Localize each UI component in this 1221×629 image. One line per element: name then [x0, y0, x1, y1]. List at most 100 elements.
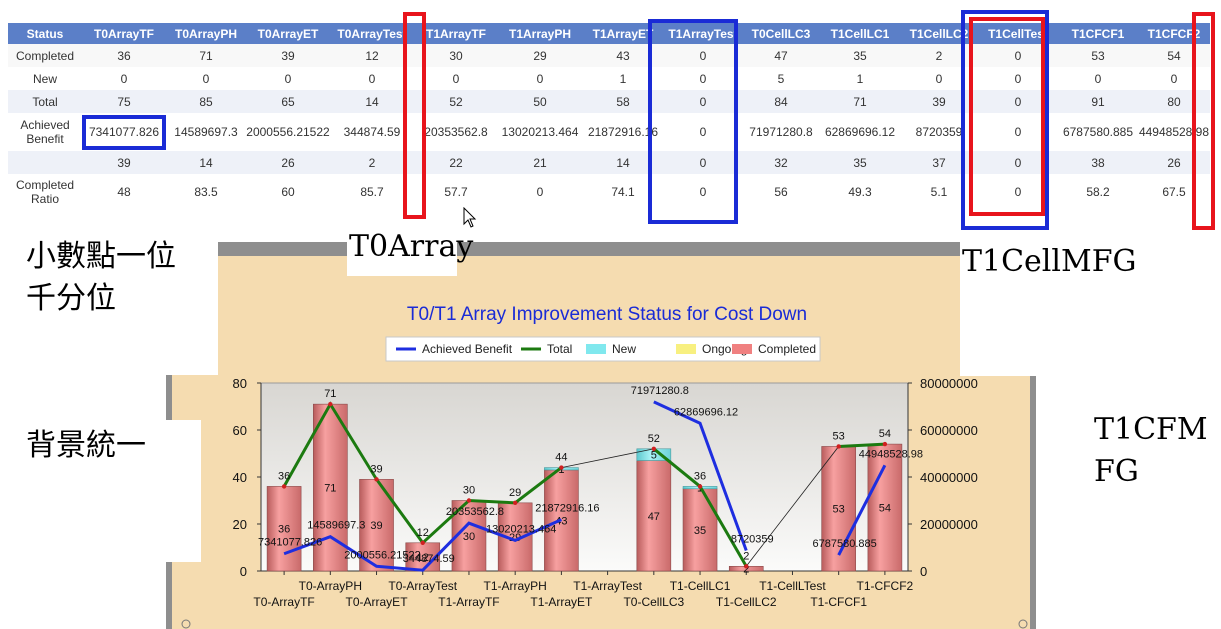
total-point — [374, 477, 379, 482]
total-point — [328, 401, 333, 407]
y-tick-label-left: 0 — [240, 564, 247, 579]
table-cell: 65 — [246, 90, 330, 113]
total-point-label: 54 — [879, 428, 891, 440]
row-label: Completed Ratio — [8, 174, 82, 210]
table-cell: 0 — [498, 174, 582, 210]
total-line — [838, 442, 885, 448]
y-tick-label-right: 0 — [920, 564, 927, 579]
table-cell: 22 — [414, 151, 498, 174]
total-point — [281, 484, 287, 489]
table-row: New 0 0 0 0 0 0 1 0 5 1 0 0 0 0 — [8, 67, 1210, 90]
total-point-label: 39 — [370, 463, 382, 475]
table-cell: 75 — [82, 90, 166, 113]
completed-bar-label: 54 — [879, 503, 891, 515]
table-cell: 0 — [978, 44, 1058, 67]
table-cell: 37 — [900, 151, 978, 174]
x-tick-label: T1-CFCF2 — [857, 579, 914, 593]
total-point — [512, 500, 518, 506]
header-t1arraytf: T1ArrayTF — [414, 23, 498, 44]
table-cell: 0 — [978, 90, 1058, 113]
table-cell: 74.1 — [582, 174, 664, 210]
chart-frame-top — [212, 242, 990, 256]
header-t1celltest: T1CellTest — [978, 23, 1058, 44]
table-cell: 20353562.8 — [414, 113, 498, 151]
completed-bar-label: 47 — [648, 511, 660, 523]
table-cell: 0 — [900, 67, 978, 90]
completed-bar — [821, 446, 856, 572]
benefit-line — [283, 518, 563, 572]
table-cell: 2000556.21522 — [246, 113, 330, 151]
table-cell: 84 — [742, 90, 820, 113]
total-point — [420, 540, 425, 545]
x-tick-label: T1-CellLTest — [759, 579, 826, 593]
y-tick-label-right: 20000000 — [920, 517, 978, 532]
table-cell: 58.2 — [1058, 174, 1138, 210]
x-tick-label: T1-CellLC2 — [716, 595, 777, 609]
table-cell: 0 — [166, 67, 246, 90]
table-cell: 0 — [498, 67, 582, 90]
table-cell: 5.1 — [900, 174, 978, 210]
table-cell: 38 — [1058, 151, 1138, 174]
table-cell: 29 — [498, 44, 582, 67]
table-cell: 54 — [1138, 44, 1210, 67]
note-background: 背景統一 — [22, 420, 201, 562]
total-point-label: 29 — [509, 487, 521, 499]
table-cell: 1 — [820, 67, 900, 90]
legend-item: Completed — [758, 342, 816, 356]
table-cell: 21872916.16 — [582, 113, 664, 151]
completed-bar-label: 29 — [509, 532, 521, 544]
table-cell: 57.7 — [414, 174, 498, 210]
table-cell: 344874.59 — [330, 113, 414, 151]
y-tick-label-left: 60 — [233, 423, 247, 438]
x-tick-label: T0-ArrayPH — [299, 579, 362, 593]
header-t0arrayet: T0ArrayET — [246, 23, 330, 44]
benefit-point-label: 8720359 — [731, 534, 774, 546]
y-tick-label-right: 60000000 — [920, 423, 978, 438]
table-cell: 26 — [246, 151, 330, 174]
table-cell: 0 — [978, 113, 1058, 151]
x-tick-label: T0-CellLC3 — [623, 595, 684, 609]
legend-swatch — [732, 344, 752, 354]
mouse-cursor-icon — [463, 207, 477, 228]
table-cell: 50 — [498, 90, 582, 113]
table-cell: 35 — [820, 44, 900, 67]
x-tick-label: T1-ArrayTest — [573, 579, 642, 593]
total-point-label: 30 — [463, 485, 475, 497]
table-cell: 47 — [742, 44, 820, 67]
total-point — [466, 498, 472, 503]
row-label: Total — [8, 90, 82, 113]
table-cell: 83.5 — [166, 174, 246, 210]
x-tick-label: T0-ArrayET — [346, 595, 409, 609]
benefit-point-label: 71971280.8 — [631, 385, 689, 397]
table-cell: 13020213.464 — [498, 113, 582, 151]
table-cell: 0 — [664, 67, 742, 90]
table-cell: 49.3 — [820, 174, 900, 210]
table-cell: 71 — [166, 44, 246, 67]
legend-item: Achieved Benefit — [422, 342, 513, 356]
table-cell: 0 — [978, 151, 1058, 174]
note-t1cfmfg: T1CFM FG — [1092, 405, 1208, 513]
row-label: New — [8, 67, 82, 90]
table-cell: 53 — [1058, 44, 1138, 67]
completed-bar-label: 71 — [324, 483, 336, 495]
legend-item: Total — [547, 342, 572, 356]
table-cell: 60 — [246, 174, 330, 210]
x-tick-label: T0-ArrayTF — [253, 595, 314, 609]
table-cell: 39 — [900, 90, 978, 113]
table-cell: 1 — [582, 67, 664, 90]
benefit-point-label: 14589697.3 — [307, 520, 365, 532]
benefit-point-label: 344874.59 — [403, 553, 455, 565]
table-cell: 0 — [1138, 67, 1210, 90]
x-tick-label: T0-ArrayTest — [388, 579, 457, 593]
table-row: 39 14 26 2 22 21 14 0 32 35 37 0 38 26 — [8, 151, 1210, 174]
status-table: Status T0ArrayTF T0ArrayPH T0ArrayET T0Array… — [8, 23, 1210, 210]
table-cell: 71 — [820, 90, 900, 113]
table-cell: 58 — [582, 90, 664, 113]
x-tick-label: T1-ArrayPH — [484, 579, 547, 593]
total-point-label: 2 — [743, 550, 749, 562]
row-label: Achieved Benefit — [8, 113, 82, 151]
table-row: Completed 36 71 39 12 30 29 43 0 47 35 2 0 53 54 — [8, 44, 1210, 67]
table-cell: 0 — [978, 174, 1058, 210]
benefit-point-label: 7341077.826 — [258, 537, 322, 549]
total-point — [744, 564, 749, 569]
